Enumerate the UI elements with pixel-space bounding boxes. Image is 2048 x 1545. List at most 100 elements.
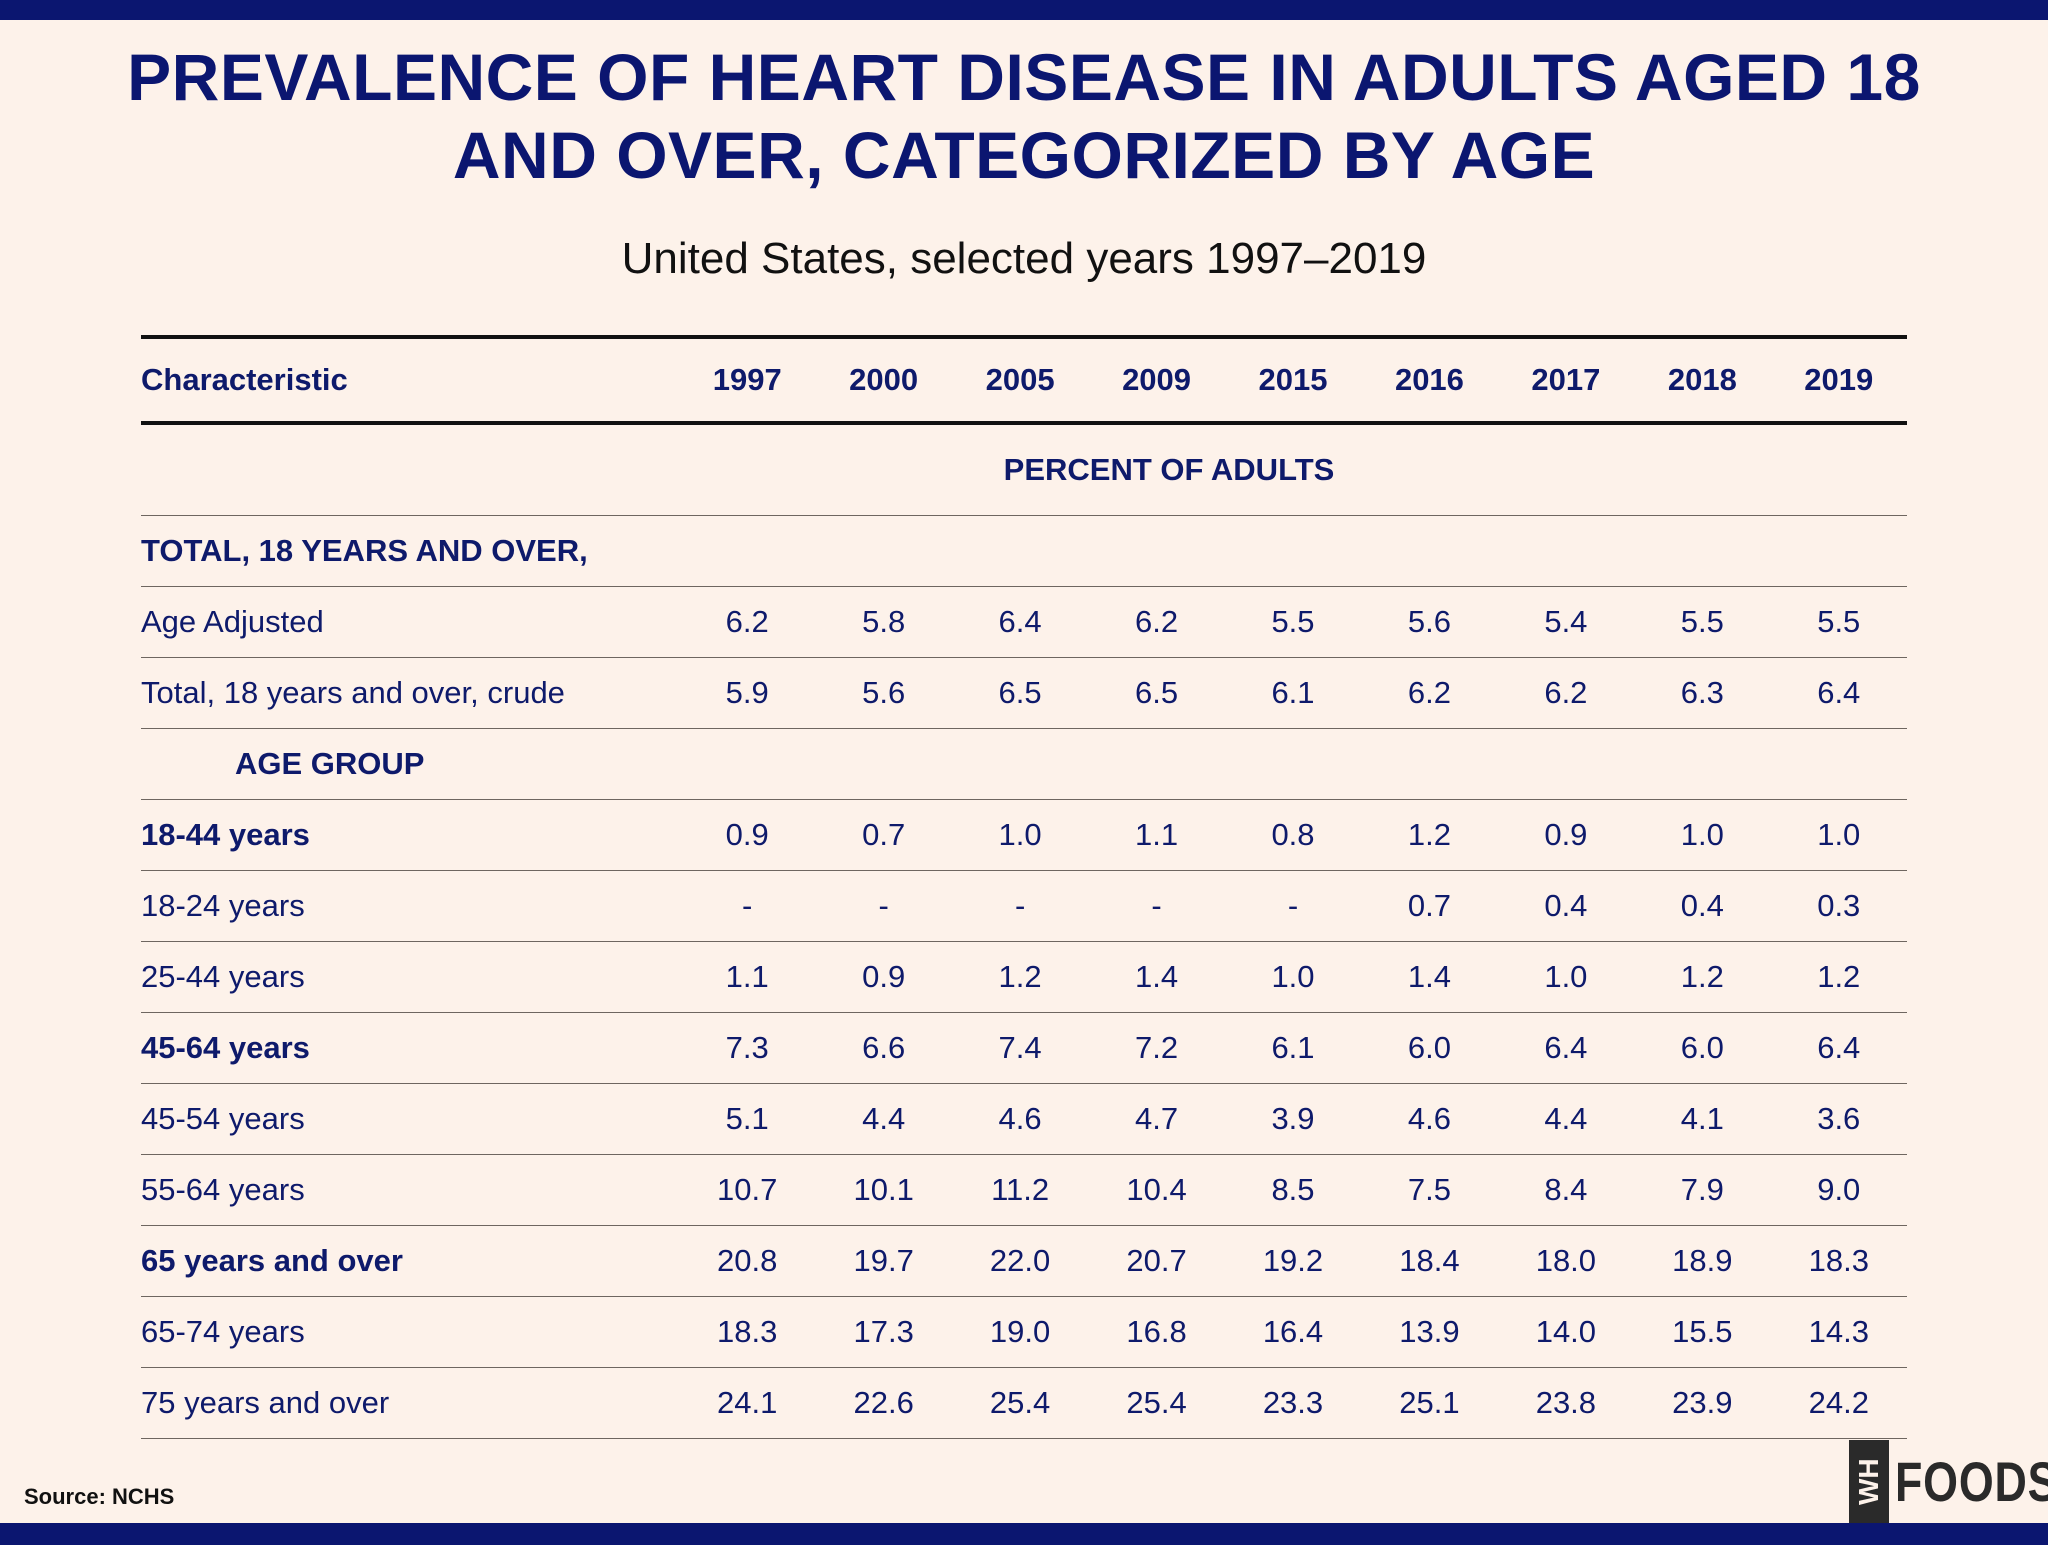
table-cell: 8.4 xyxy=(1544,1172,1588,1207)
table-cell: 6.2 xyxy=(725,604,769,639)
table-cell: 9.0 xyxy=(1817,1172,1861,1207)
table-cell: 23.3 xyxy=(1262,1385,1324,1420)
table-row: 25-44 years 1.1 0.9 1.2 1.4 1.0 1.4 1.0 1.2 1.2 xyxy=(141,942,1907,1013)
table-cell: 19.7 xyxy=(853,1243,914,1278)
page-title: PREVALENCE OF HEART DISEASE IN ADULTS AG… xyxy=(60,38,1988,194)
table-cell: 6.6 xyxy=(862,1030,906,1065)
table-cell: 14.0 xyxy=(1535,1314,1597,1349)
table-cell: 0.4 xyxy=(1680,888,1724,923)
table-cell: 6.2 xyxy=(1407,675,1451,710)
table-cell: 1.1 xyxy=(1134,817,1179,852)
unit-label: PERCENT OF ADULTS xyxy=(1003,452,1335,487)
table-cell: 11.2 xyxy=(991,1172,1050,1207)
table-cell: 5.6 xyxy=(1407,604,1451,639)
table-cell: 18.9 xyxy=(1672,1243,1733,1278)
table-row: 55-64 years 10.7 10.1 11.2 10.4 8.5 7.5 8.4 7.9 9… xyxy=(141,1155,1907,1226)
row-label: 18-24 years xyxy=(141,888,305,923)
table-cell: 4.4 xyxy=(862,1101,906,1136)
table-cell: 0.4 xyxy=(1544,888,1588,923)
table-cell: 0.9 xyxy=(1544,817,1588,852)
table-cell: 7.4 xyxy=(998,1030,1042,1065)
table-cell: - xyxy=(1151,888,1162,923)
row-label: 55-64 years xyxy=(141,1172,305,1207)
header-characteristic: Characteristic xyxy=(141,362,348,397)
table-cell: - xyxy=(1287,888,1299,923)
table-cell: 17.3 xyxy=(853,1314,914,1349)
table-cell: 7.9 xyxy=(1680,1172,1724,1207)
table-cell: 16.8 xyxy=(1126,1314,1187,1349)
row-label: Age Adjusted xyxy=(141,604,324,639)
table-cell: 23.8 xyxy=(1535,1385,1597,1420)
table-cell: 6.0 xyxy=(1680,1030,1724,1065)
table-cell: 4.4 xyxy=(1544,1101,1588,1136)
row-label: 65 years and over xyxy=(141,1243,403,1278)
table-cell: 8.5 xyxy=(1271,1172,1315,1207)
table-cell: 6.4 xyxy=(1544,1030,1588,1065)
table-cell: 1.2 xyxy=(1680,959,1724,994)
header-year: 2009 xyxy=(1122,362,1192,397)
table-row: 75 years and over 24.1 22.6 25.4 25.4 23.3 25.… xyxy=(141,1368,1907,1439)
table-cell: 6.5 xyxy=(998,675,1042,710)
table-cell: 6.4 xyxy=(998,604,1042,639)
table-cell: 25.4 xyxy=(989,1385,1051,1420)
table-cell: 6.4 xyxy=(1817,1030,1861,1065)
table-cell: 1.0 xyxy=(1544,959,1588,994)
table-cell: 7.5 xyxy=(1407,1172,1451,1207)
table-row: 18-24 years - - - - - 0.7 0.4 0.4 0.3 xyxy=(141,871,1907,942)
table-cell: 6.0 xyxy=(1407,1030,1451,1065)
table-row: 45-64 years 7.3 6.6 7.4 7.2 6.1 6.0 6.4 6.0 6.4 xyxy=(141,1013,1907,1084)
table-cell: 23.9 xyxy=(1672,1385,1733,1420)
table-cell: 20.7 xyxy=(1126,1243,1187,1278)
header-year: 2000 xyxy=(849,362,919,397)
whfoods-logo: WH FOODS xyxy=(1849,1440,2048,1523)
table-cell: 10.1 xyxy=(853,1172,914,1207)
logo-text: FOODS xyxy=(1895,1450,2048,1513)
row-label: 45-54 years xyxy=(141,1101,305,1136)
table-cell: 15.5 xyxy=(1672,1314,1733,1349)
table-cell: 4.6 xyxy=(1407,1101,1451,1136)
header-year: 2018 xyxy=(1667,362,1737,397)
table-cell: - xyxy=(878,888,889,923)
table-cell: 7.2 xyxy=(1134,1030,1179,1065)
table-cell: 5.4 xyxy=(1544,604,1588,639)
title-line-1: PREVALENCE OF HEART DISEASE IN ADULTS AG… xyxy=(127,40,1921,114)
table-cell: 1.1 xyxy=(725,959,769,994)
table-cell: 5.9 xyxy=(725,675,769,710)
table-cell: 0.7 xyxy=(1407,888,1451,923)
table-row: 65 years and over 20.8 19.7 22.0 20.7 19.2 18.… xyxy=(141,1226,1907,1297)
table-cell: 1.0 xyxy=(1680,817,1724,852)
table-cell: 6.3 xyxy=(1680,675,1724,710)
table-cell: 18.4 xyxy=(1399,1243,1460,1278)
table-cell: 1.0 xyxy=(998,817,1042,852)
table-cell: 5.5 xyxy=(1271,604,1315,639)
table-cell: 3.9 xyxy=(1271,1101,1315,1136)
title-line-2: AND OVER, CATEGORIZED BY AGE xyxy=(452,118,1596,192)
table-cell: 5.5 xyxy=(1680,604,1724,639)
table-cell: 18.3 xyxy=(717,1314,778,1349)
table-cell: 24.2 xyxy=(1808,1385,1869,1420)
header-year: 2016 xyxy=(1394,362,1464,397)
table-cell: 4.7 xyxy=(1134,1101,1179,1136)
table-cell: 0.9 xyxy=(862,959,906,994)
row-label: 18-44 years xyxy=(141,817,310,852)
top-banner xyxy=(0,0,2048,20)
data-table: Characteristic 1997 2000 2005 2009 2015 2016 2… xyxy=(141,335,1907,1439)
table-cell: 7.3 xyxy=(725,1030,769,1065)
table-cell: 6.1 xyxy=(1271,675,1315,710)
table-cell: - xyxy=(742,888,753,923)
table-row: AGE GROUP xyxy=(141,729,1907,800)
table-cell: 0.9 xyxy=(725,817,769,852)
table-cell: 19.2 xyxy=(1262,1243,1324,1278)
row-label: 45-64 years xyxy=(141,1030,310,1065)
table-cell: 0.7 xyxy=(862,817,906,852)
row-label: 65-74 years xyxy=(141,1314,305,1349)
bottom-banner xyxy=(0,1523,2048,1545)
table-cell: 18.3 xyxy=(1808,1243,1869,1278)
table-cell: 24.1 xyxy=(717,1385,778,1420)
table-cell: 19.0 xyxy=(989,1314,1051,1349)
table-cell: 13.9 xyxy=(1399,1314,1460,1349)
row-label: Total, 18 years and over, crude xyxy=(141,675,565,710)
header-year: 1997 xyxy=(712,362,782,397)
table-cell: 1.0 xyxy=(1817,817,1861,852)
table-cell: 5.1 xyxy=(725,1101,769,1136)
